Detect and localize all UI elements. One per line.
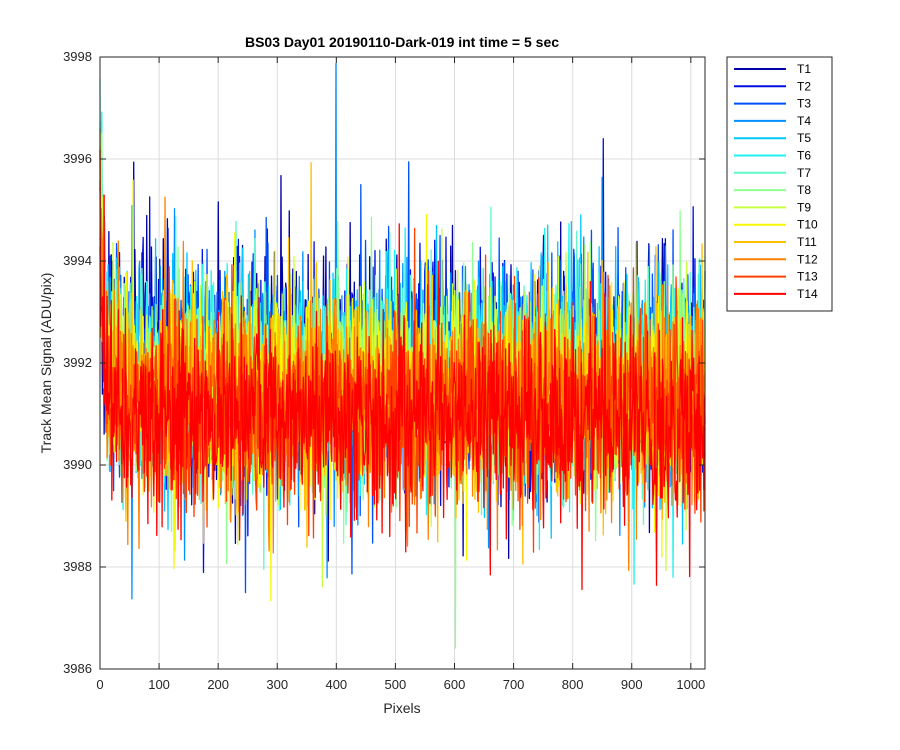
y-tick-label: 3996: [63, 151, 92, 166]
legend-label-t6: T6: [797, 149, 811, 163]
x-tick-label: 500: [385, 677, 407, 692]
legend-label-t11: T11: [797, 235, 817, 249]
x-tick-label: 300: [266, 677, 288, 692]
series-layer: [99, 62, 706, 649]
x-tick-label: 100: [148, 677, 170, 692]
x-tick-label: 1000: [676, 677, 705, 692]
x-tick-label: 600: [444, 677, 466, 692]
legend-label-t5: T5: [797, 131, 811, 145]
legend-label-t2: T2: [797, 79, 811, 93]
y-axis-ticks: 3986 3988 3990 3992 3994 3996 3998: [63, 49, 705, 676]
x-tick-label: 800: [562, 677, 584, 692]
legend: T1 T2 T3 T4 T5 T6 T7 T8 T9 T10 T11 T12 T13 T14: [726, 56, 833, 312]
y-tick-label: 3992: [63, 355, 92, 370]
x-tick-label: 700: [503, 677, 525, 692]
y-axis-label: Track Mean Signal (ADU/pix): [38, 273, 54, 454]
legend-label-t4: T4: [797, 114, 811, 128]
y-tick-label: 3988: [63, 559, 92, 574]
legend-label-t12: T12: [797, 252, 818, 266]
legend-label-t14: T14: [797, 287, 818, 301]
legend-label-t8: T8: [797, 183, 811, 197]
x-tick-label: 200: [207, 677, 229, 692]
y-tick-label: 3998: [63, 49, 92, 64]
x-tick-label: 400: [325, 677, 347, 692]
legend-label-t9: T9: [797, 200, 811, 214]
x-tick-label: 0: [96, 677, 103, 692]
x-axis-label: Pixels: [383, 700, 420, 716]
plot-area: [99, 56, 706, 670]
legend-label-t10: T10: [797, 218, 818, 232]
legend-label-t3: T3: [797, 97, 811, 111]
legend-label-t1: T1: [797, 62, 811, 76]
x-tick-label: 900: [621, 677, 643, 692]
legend-box: [726, 56, 833, 312]
x-axis-ticks: 0 100 200 300 400 500 600 700 800 900 1000: [96, 57, 705, 692]
y-tick-label: 3990: [63, 457, 92, 472]
legend-label-t7: T7: [797, 166, 811, 180]
legend-label-t13: T13: [797, 270, 818, 284]
chart-title: BS03 Day01 20190110-Dark-019 int time = …: [245, 34, 559, 50]
y-tick-label: 3986: [63, 661, 92, 676]
series-line-t14: [99, 149, 706, 591]
y-tick-label: 3994: [63, 253, 92, 268]
